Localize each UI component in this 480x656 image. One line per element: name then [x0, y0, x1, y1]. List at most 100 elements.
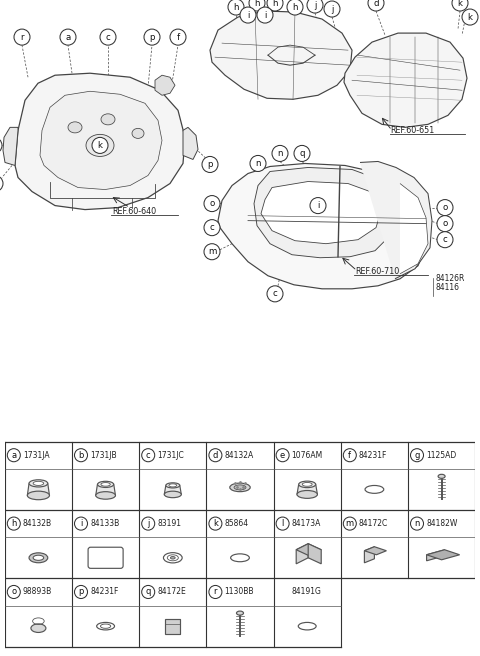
Text: a: a	[11, 451, 16, 460]
Ellipse shape	[230, 483, 250, 491]
Text: 84116: 84116	[435, 283, 459, 292]
Circle shape	[249, 0, 265, 11]
Text: c: c	[106, 33, 110, 41]
Text: p: p	[149, 33, 155, 41]
Text: m: m	[346, 519, 354, 528]
Text: q: q	[145, 588, 151, 596]
Ellipse shape	[31, 624, 46, 632]
Circle shape	[14, 29, 30, 45]
Ellipse shape	[170, 556, 175, 559]
Text: k: k	[457, 0, 463, 7]
Text: 84126R: 84126R	[435, 274, 464, 283]
Text: h: h	[254, 0, 260, 7]
Polygon shape	[308, 544, 321, 564]
Text: n: n	[277, 149, 283, 158]
Text: k: k	[97, 141, 103, 150]
Text: p: p	[207, 160, 213, 169]
Circle shape	[74, 585, 87, 598]
Circle shape	[7, 585, 20, 598]
Text: 84132A: 84132A	[225, 451, 253, 460]
Circle shape	[287, 0, 303, 15]
Text: h: h	[11, 519, 16, 528]
Text: 98893B: 98893B	[23, 588, 52, 596]
Circle shape	[368, 0, 384, 11]
Ellipse shape	[164, 491, 181, 498]
Ellipse shape	[29, 553, 48, 563]
Circle shape	[74, 449, 87, 462]
Circle shape	[240, 7, 256, 23]
Text: j: j	[314, 1, 316, 10]
Text: m: m	[208, 247, 216, 256]
Text: b: b	[78, 451, 84, 460]
Circle shape	[410, 449, 423, 462]
Circle shape	[7, 449, 20, 462]
Ellipse shape	[302, 483, 312, 486]
Text: 84173A: 84173A	[292, 519, 321, 528]
Text: 84172C: 84172C	[359, 519, 388, 528]
Text: o: o	[11, 588, 16, 596]
Text: c: c	[273, 289, 277, 298]
Polygon shape	[254, 167, 395, 258]
Text: 84133B: 84133B	[90, 519, 119, 528]
Circle shape	[228, 0, 244, 15]
Circle shape	[343, 517, 356, 530]
Text: REF.60-651: REF.60-651	[390, 127, 434, 135]
Ellipse shape	[237, 611, 243, 615]
Ellipse shape	[234, 485, 246, 490]
Text: k: k	[468, 12, 472, 22]
Polygon shape	[183, 127, 198, 159]
Text: c: c	[443, 236, 447, 244]
Circle shape	[437, 216, 453, 232]
Polygon shape	[164, 485, 181, 495]
Circle shape	[170, 29, 186, 45]
Circle shape	[257, 7, 273, 23]
Text: 84172E: 84172E	[157, 588, 186, 596]
Circle shape	[204, 195, 220, 212]
Polygon shape	[296, 544, 321, 556]
Polygon shape	[40, 91, 162, 190]
Ellipse shape	[68, 122, 82, 133]
Circle shape	[437, 232, 453, 248]
Text: i: i	[247, 10, 249, 20]
Text: 1130BB: 1130BB	[225, 588, 254, 596]
Text: h: h	[233, 3, 239, 12]
Polygon shape	[344, 33, 467, 127]
Ellipse shape	[101, 483, 110, 486]
Text: 84231F: 84231F	[90, 588, 119, 596]
Text: o: o	[443, 203, 448, 212]
Text: h: h	[272, 0, 278, 7]
Text: i: i	[264, 10, 266, 20]
Circle shape	[7, 517, 20, 530]
Polygon shape	[155, 75, 175, 95]
Polygon shape	[218, 163, 426, 289]
Text: d: d	[213, 451, 218, 460]
Ellipse shape	[33, 555, 44, 560]
Text: i: i	[80, 519, 82, 528]
Ellipse shape	[27, 491, 49, 500]
Circle shape	[142, 585, 155, 598]
Circle shape	[276, 517, 289, 530]
Text: REF.60-640: REF.60-640	[112, 207, 156, 216]
Text: c: c	[210, 223, 215, 232]
Text: 1731JB: 1731JB	[90, 451, 117, 460]
Polygon shape	[360, 161, 432, 279]
Circle shape	[202, 156, 218, 173]
Circle shape	[100, 29, 116, 45]
Circle shape	[142, 517, 155, 530]
Bar	[165, 619, 180, 634]
Circle shape	[267, 286, 283, 302]
Circle shape	[462, 9, 478, 25]
Polygon shape	[15, 73, 185, 210]
Circle shape	[0, 176, 3, 192]
Text: 84231F: 84231F	[359, 451, 387, 460]
Circle shape	[144, 29, 160, 45]
Polygon shape	[364, 546, 386, 555]
Polygon shape	[96, 484, 116, 495]
Circle shape	[267, 0, 283, 11]
Ellipse shape	[101, 114, 115, 125]
Text: 84191G: 84191G	[292, 588, 322, 596]
Circle shape	[310, 197, 326, 214]
Polygon shape	[427, 550, 444, 561]
Circle shape	[209, 517, 222, 530]
Text: j: j	[331, 5, 333, 14]
